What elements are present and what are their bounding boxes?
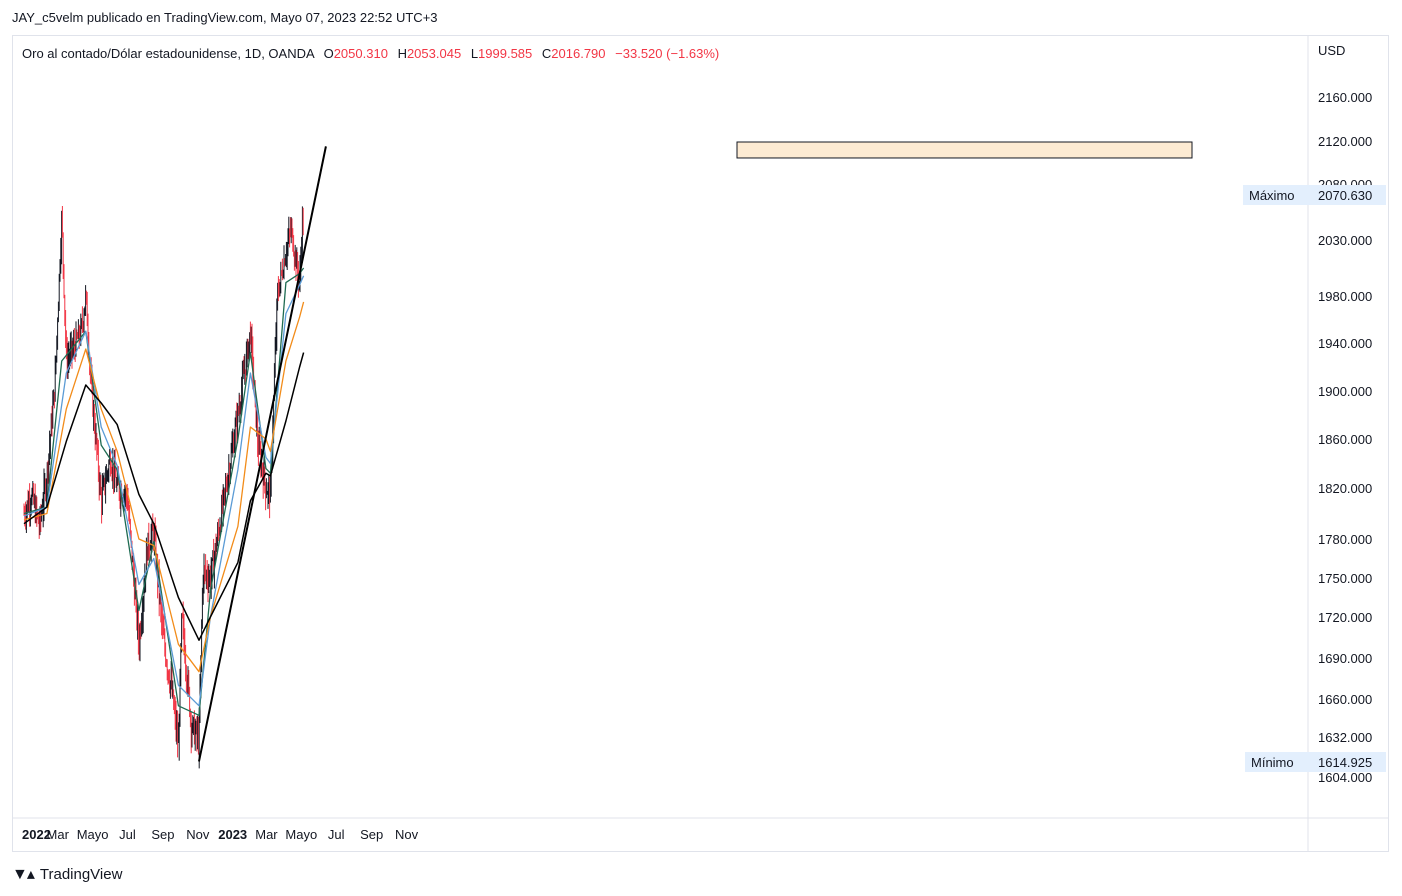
time-tick-label: 2023 — [218, 827, 247, 842]
price-tick-label: 2160.000 — [1318, 90, 1372, 105]
low-value: 1999.585 — [478, 46, 533, 61]
high-value: 2053.045 — [406, 46, 462, 61]
publisher-line: JAY_c5velm publicado en TradingView.com,… — [12, 10, 438, 25]
time-tick-label: Mar — [255, 827, 278, 842]
currency-label: USD — [1318, 43, 1345, 58]
trendline-layer — [197, 146, 327, 762]
price-tick-label: 1860.000 — [1318, 432, 1372, 447]
footer-brand[interactable]: ▼▴ TradingView — [12, 864, 122, 884]
price-tick-label: 1720.000 — [1318, 610, 1372, 625]
close-value: 2016.790 — [551, 46, 606, 61]
resistance-zone-layer — [736, 141, 1193, 159]
price-axis-ticks: 2160.0002120.0002080.0002030.0001980.000… — [1318, 90, 1372, 785]
price-tick-label: 1900.000 — [1318, 384, 1372, 399]
chart-frame — [12, 35, 1389, 852]
price-tick-label: 1690.000 — [1318, 651, 1372, 666]
trendline[interactable] — [197, 146, 327, 762]
price-tick-label: 2120.000 — [1318, 134, 1372, 149]
price-tick-label: 2030.000 — [1318, 233, 1372, 248]
moving-average-line — [23, 301, 305, 673]
time-tick-label: Mar — [47, 827, 70, 842]
price-bars-layer — [23, 206, 304, 769]
price-tick-label: 1632.000 — [1318, 730, 1372, 745]
symbol-legend: Oro al contado/Dólar estadounidense, 1D,… — [22, 46, 719, 61]
price-tick-label: 1780.000 — [1318, 532, 1372, 547]
max-badge-bg — [1243, 185, 1386, 205]
moving-average-line — [23, 352, 305, 641]
min-value: 1614.925 — [1318, 755, 1372, 770]
open-label: O — [323, 46, 334, 61]
time-tick-label: Mayo — [285, 827, 317, 842]
change-value: −33.520 (−1.63%) — [615, 46, 720, 61]
max-label: Máximo — [1249, 188, 1295, 203]
time-tick-label: Jul — [328, 827, 345, 842]
low-label: L — [470, 46, 479, 61]
price-tick-label: 1660.000 — [1318, 692, 1372, 707]
price-tick-label: 1940.000 — [1318, 336, 1372, 351]
moving-averages-layer — [23, 267, 305, 716]
high-label: H — [397, 46, 407, 61]
max-value: 2070.630 — [1318, 188, 1372, 203]
resistance-zone — [736, 141, 1193, 159]
time-tick-label: Nov — [395, 827, 419, 842]
min-badge-bg — [1245, 752, 1386, 772]
min-label: Mínimo — [1251, 755, 1294, 770]
brand-name: TradingView — [39, 865, 123, 883]
price-tick-label: 1604.000 — [1318, 770, 1372, 785]
time-tick-label: Sep — [151, 827, 174, 842]
tradingview-logo-icon: ▼▴ — [12, 866, 35, 883]
time-tick-label: Mayo — [77, 827, 109, 842]
close-label: C — [541, 46, 552, 61]
price-tick-label: 1820.000 — [1318, 481, 1372, 496]
time-tick-label: Jul — [119, 827, 136, 842]
time-tick-label: Sep — [360, 827, 383, 842]
price-tick-label: 1980.000 — [1318, 289, 1372, 304]
price-tick-label: 1750.000 — [1318, 571, 1372, 586]
open-value: 2050.310 — [333, 46, 388, 61]
time-tick-label: Nov — [186, 827, 210, 842]
symbol-description: Oro al contado/Dólar estadounidense, 1D,… — [22, 46, 314, 61]
time-tick-label: 2022 — [22, 827, 51, 842]
